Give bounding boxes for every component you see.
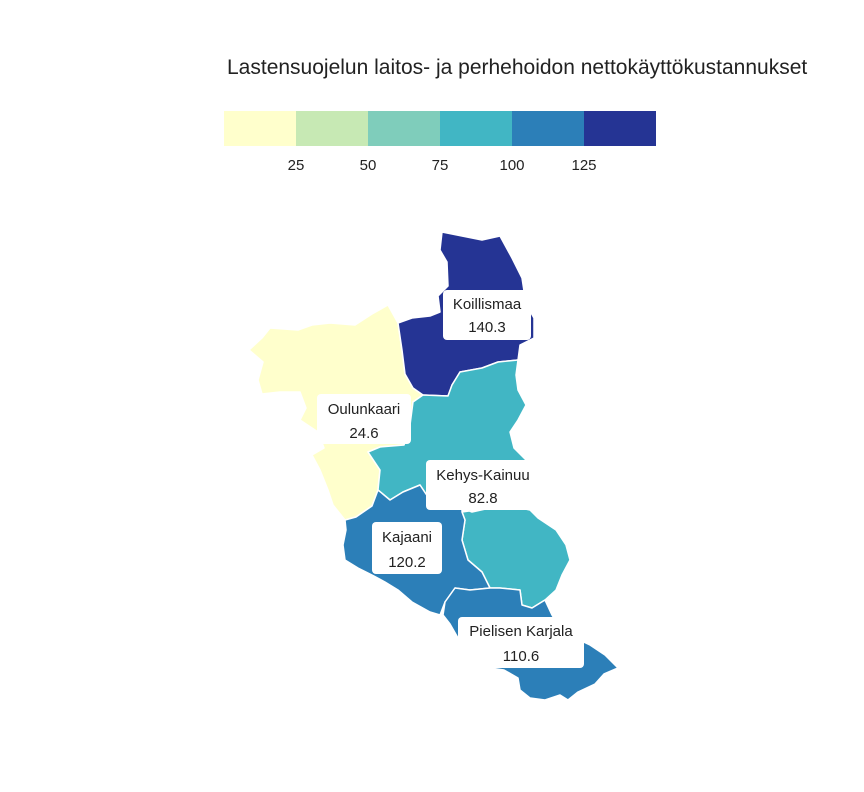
region-labels: Koillismaa 140.3 Oulunkaari 24.6 Kehys-K… <box>317 290 584 668</box>
legend-swatch-5 <box>512 111 585 146</box>
label-kehys-kainuu-name: Kehys-Kainuu <box>436 467 529 484</box>
label-pielisen-karjala-value: 110.6 <box>503 648 539 665</box>
map-title: Lastensuojelun laitos- ja perhehoidon ne… <box>227 56 808 79</box>
label-oulunkaari-name: Oulunkaari <box>328 401 401 418</box>
legend: 25 50 75 100 125 <box>224 111 656 174</box>
label-kajaani: Kajaani 120.2 <box>372 522 442 574</box>
legend-swatch-2 <box>296 111 369 146</box>
legend-swatch-4 <box>440 111 513 146</box>
label-pielisen-karjala-name: Pielisen Karjala <box>469 623 573 640</box>
legend-tick-125: 125 <box>571 157 596 174</box>
label-koillismaa-name: Koillismaa <box>453 296 522 313</box>
legend-tick-100: 100 <box>499 157 524 174</box>
legend-tick-75: 75 <box>432 157 449 174</box>
legend-swatch-6 <box>584 111 656 146</box>
label-oulunkaari: Oulunkaari 24.6 <box>317 394 411 444</box>
label-koillismaa: Koillismaa 140.3 <box>443 290 531 340</box>
label-kajaani-value: 120.2 <box>388 554 426 571</box>
label-kehys-kainuu: Kehys-Kainuu 82.8 <box>426 460 540 510</box>
legend-tick-25: 25 <box>288 157 305 174</box>
label-kajaani-name: Kajaani <box>382 529 432 546</box>
label-koillismaa-value: 140.3 <box>468 319 506 336</box>
label-oulunkaari-value: 24.6 <box>349 425 378 442</box>
legend-swatch-1 <box>224 111 297 146</box>
label-pielisen-karjala: Pielisen Karjala 110.6 <box>458 617 584 668</box>
label-kehys-kainuu-value: 82.8 <box>468 490 497 507</box>
legend-tick-50: 50 <box>360 157 377 174</box>
legend-swatch-3 <box>368 111 441 146</box>
